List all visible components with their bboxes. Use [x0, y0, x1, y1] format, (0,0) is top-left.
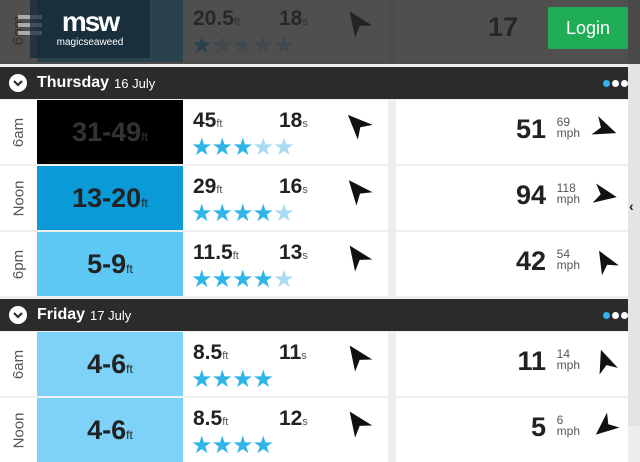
wind-gust: 69 mph: [556, 115, 580, 140]
logo[interactable]: msw magicseaweed: [30, 0, 150, 58]
wind-speed: 11: [517, 346, 546, 376]
wind-speed: 51: [515, 114, 546, 144]
surf-unit: ft: [141, 130, 148, 144]
surf-range: 4-6: [87, 414, 127, 445]
rating-stars: ★★★★: [191, 366, 274, 393]
swell-height: 11.5ft: [193, 241, 239, 264]
chevron-down-icon[interactable]: [9, 74, 27, 92]
swell-cell: 45ft 18s ★★★★★: [183, 100, 388, 164]
forecast-row[interactable]: Noon 13-20 ft 29ft 16s ★★★★★ 94 118 mph: [0, 166, 628, 230]
swell-cell: 11.5ft 13s ★★★★★: [183, 232, 388, 296]
wind-speed: 5: [530, 412, 546, 442]
time-cell: 6pm: [0, 232, 37, 296]
rating-stars: ★★★★★: [191, 266, 295, 293]
wind-direction-arrow-icon: [592, 412, 620, 440]
swell-height: 8.5ft: [193, 407, 229, 430]
rating-stars: ★★★★: [191, 432, 274, 459]
logo-sub: magicseaweed: [56, 37, 124, 48]
day-header[interactable]: Thursday 16 July: [0, 67, 640, 99]
wind-speed: 94: [515, 180, 546, 210]
time-label: Noon: [9, 180, 27, 216]
swell-cell: 29ft 16s ★★★★★: [183, 166, 388, 230]
wind-cell: 5 6 mph: [396, 398, 628, 462]
wind-direction-arrow-icon: [592, 182, 618, 208]
swell-period: 13s: [279, 241, 308, 264]
wind-speed: 42: [515, 246, 546, 276]
swell-period: 11s: [279, 341, 307, 364]
time-cell: Noon: [0, 398, 37, 462]
swell-direction-arrow-icon: [343, 342, 373, 372]
time-label: 6am: [10, 117, 27, 147]
wind-cell: 42 54 mph: [396, 232, 628, 296]
surf-height-cell: 13-20 ft: [37, 166, 183, 230]
day-header[interactable]: Friday 17 July: [0, 299, 640, 331]
more-options-icon[interactable]: [603, 312, 628, 319]
swell-height: 29ft: [193, 175, 223, 198]
time-cell: Noon: [0, 166, 37, 230]
time-label: Noon: [9, 412, 27, 448]
wind-gust: 6 mph: [556, 413, 580, 438]
chevron-down-icon[interactable]: [9, 306, 27, 324]
wind-cell: 94 118 mph: [396, 166, 628, 230]
forecast-row[interactable]: 6am 31-49 ft 45ft 18s ★★★★★ 51 69 mph: [0, 100, 628, 164]
more-options-icon[interactable]: [603, 80, 628, 87]
swell-height: 8.5ft: [193, 341, 229, 364]
surf-unit: ft: [126, 262, 133, 276]
wind-direction-arrow-icon: [591, 116, 618, 142]
surf-unit: ft: [126, 428, 133, 442]
surf-height-cell: 4-6 ft: [37, 332, 183, 396]
swell-cell: 8.5ft 12s ★★★★: [183, 398, 388, 462]
surf-height-cell: 4-6 ft: [37, 398, 183, 462]
rating-stars: ★★★★★: [191, 200, 295, 227]
swell-period: 12s: [279, 407, 308, 430]
swell-period: 18s: [279, 109, 308, 132]
swell-direction-arrow-icon: [343, 110, 373, 140]
swell-period: 16s: [279, 175, 308, 198]
surf-unit: ft: [126, 362, 133, 376]
forecast-row[interactable]: 6pm 5-9 ft 11.5ft 13s ★★★★★ 42 54 mph: [0, 232, 628, 296]
wind-gust: 118 mph: [556, 181, 580, 206]
swell-direction-arrow-icon: [343, 408, 373, 438]
forecast-row[interactable]: 6am 4-6 ft 8.5ft 11s ★★★★ 11 14 mph: [0, 332, 628, 396]
top-header: msw magicseaweed Login: [0, 0, 640, 64]
swell-height: 45ft: [193, 109, 223, 132]
surf-height-cell: 5-9 ft: [37, 232, 183, 296]
swell-direction-arrow-icon: [343, 242, 373, 272]
swell-direction-arrow-icon: [343, 176, 373, 206]
time-cell: 6am: [0, 100, 37, 164]
rating-stars: ★★★★★: [191, 134, 295, 161]
wind-cell: 51 69 mph: [396, 100, 628, 164]
day-date: 16 July: [114, 75, 156, 91]
wind-cell: 11 14 mph: [396, 332, 628, 396]
surf-range: 31-49: [72, 116, 142, 147]
login-button[interactable]: Login: [548, 7, 628, 49]
wind-gust: 14 mph: [556, 347, 580, 372]
surf-range: 5-9: [87, 248, 127, 279]
surf-range: 4-6: [87, 348, 127, 379]
day-name: Friday: [37, 306, 86, 323]
chevron-left-icon[interactable]: ‹: [629, 198, 634, 214]
day-name: Thursday: [37, 74, 110, 91]
surf-height-cell: 31-49 ft: [37, 100, 183, 164]
time-label: 6pm: [10, 249, 27, 279]
day-date: 17 July: [90, 307, 132, 323]
wind-direction-arrow-icon: [592, 348, 618, 375]
time-cell: 6am: [0, 332, 37, 396]
side-panel-scrollbar[interactable]: ‹: [628, 0, 640, 426]
surf-unit: ft: [141, 196, 148, 210]
surf-range: 13-20: [72, 182, 142, 213]
time-label: 6am: [10, 349, 27, 379]
forecast-row[interactable]: Noon 4-6 ft 8.5ft 12s ★★★★ 5 6 mph: [0, 398, 628, 462]
swell-cell: 8.5ft 11s ★★★★: [183, 332, 388, 396]
logo-text: msw: [61, 6, 120, 37]
wind-direction-arrow-icon: [592, 248, 619, 276]
wind-gust: 54 mph: [556, 247, 580, 272]
